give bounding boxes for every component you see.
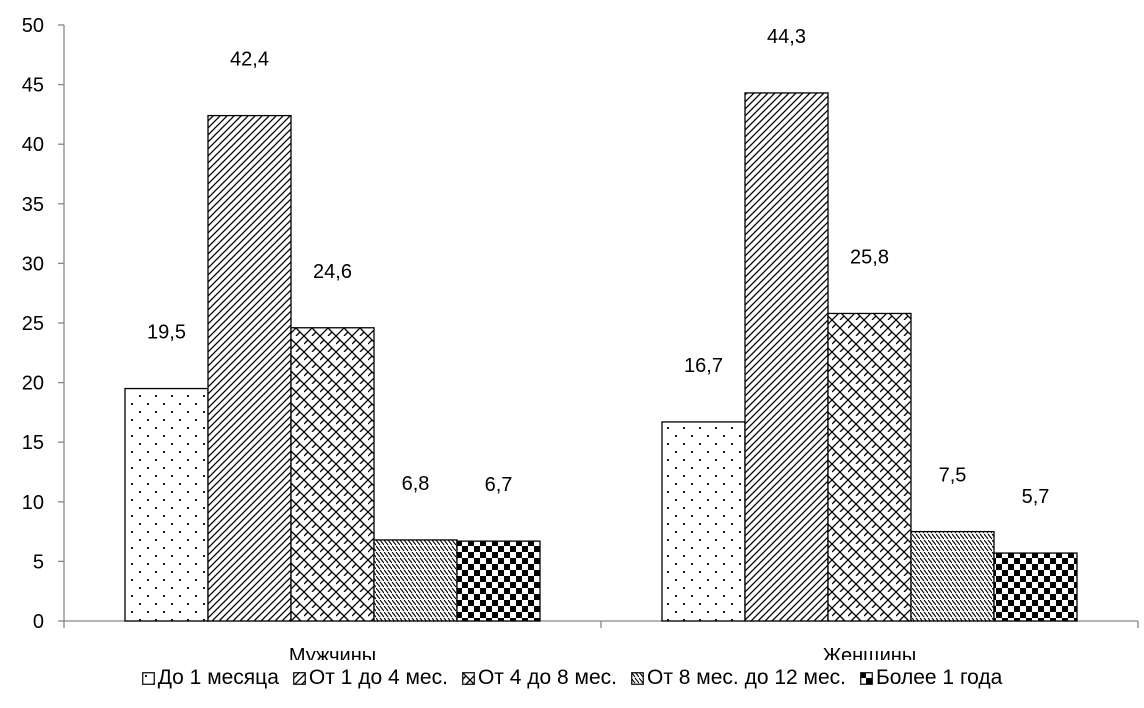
bar bbox=[207, 114, 292, 622]
y-tick-label: 20 bbox=[22, 373, 44, 395]
bar-chart: 0 5 10 15 20 25 30 35 40 45 50 Мужчины Женщины 19,5 4… bbox=[22, 15, 1139, 660]
y-tick-label: 15 bbox=[22, 432, 44, 454]
bar bbox=[993, 552, 1078, 622]
data-label: 24,6 bbox=[313, 261, 352, 283]
legend-label: От 4 до 8 мес. bbox=[477, 666, 617, 689]
data-label: 6,7 bbox=[485, 474, 513, 496]
y-tick-label: 0 bbox=[33, 611, 44, 633]
bar bbox=[124, 387, 209, 622]
bar bbox=[744, 92, 829, 622]
y-tick-label: 50 bbox=[22, 15, 44, 37]
data-label: 16,7 bbox=[684, 355, 723, 377]
data-label: 44,3 bbox=[767, 26, 806, 48]
bar bbox=[456, 540, 541, 622]
legend-item: От 8 мес. до 12 мес. bbox=[631, 666, 846, 690]
legend-swatch bbox=[631, 671, 644, 685]
legend-item: От 4 до 8 мес. bbox=[462, 666, 617, 690]
legend: До 1 месяца От 1 до 4 мес. От 4 до 8 мес. О… bbox=[0, 658, 1144, 698]
legend-label: До 1 месяца bbox=[157, 666, 279, 689]
legend-swatch bbox=[141, 671, 155, 685]
legend-swatch bbox=[293, 671, 306, 685]
legend-label: От 8 мес. до 12 мес. bbox=[646, 666, 846, 689]
legend-label: Более 1 года bbox=[875, 666, 1003, 689]
y-tick-label: 35 bbox=[22, 194, 44, 216]
bar bbox=[290, 327, 375, 622]
legend-label: От 1 до 4 мес. bbox=[308, 666, 448, 689]
legend-swatch bbox=[860, 671, 873, 685]
bar bbox=[827, 312, 912, 622]
y-tick-label: 45 bbox=[22, 75, 44, 97]
y-tick-label: 10 bbox=[22, 492, 44, 514]
bar bbox=[373, 539, 458, 622]
legend-item: До 1 месяца bbox=[141, 666, 279, 690]
data-label: 5,7 bbox=[1022, 486, 1050, 508]
legend-item: От 1 до 4 мес. bbox=[293, 666, 448, 690]
y-tick-label: 40 bbox=[22, 134, 44, 156]
category-label: Женщины bbox=[823, 645, 916, 660]
bar bbox=[661, 421, 746, 622]
data-label: 25,8 bbox=[850, 246, 889, 268]
bars bbox=[124, 92, 1078, 622]
legend-item: Более 1 года bbox=[860, 666, 1002, 690]
data-label: 6,8 bbox=[402, 473, 430, 495]
data-labels: 19,5 42,4 24,6 6,8 6,7 16,7 44,3 25,8 7,5 5,7 bbox=[147, 26, 1049, 508]
y-tick-label: 5 bbox=[33, 551, 44, 573]
category-label: Мужчины bbox=[289, 645, 376, 660]
data-label: 19,5 bbox=[147, 322, 186, 344]
data-label: 7,5 bbox=[939, 465, 967, 487]
y-tick-label: 25 bbox=[22, 313, 44, 335]
legend-swatch bbox=[462, 671, 475, 685]
axes: 0 5 10 15 20 25 30 35 40 45 50 Мужчины Женщины bbox=[22, 15, 1139, 660]
data-label: 42,4 bbox=[230, 49, 269, 71]
y-tick-label: 30 bbox=[22, 253, 44, 275]
bar bbox=[910, 530, 995, 622]
